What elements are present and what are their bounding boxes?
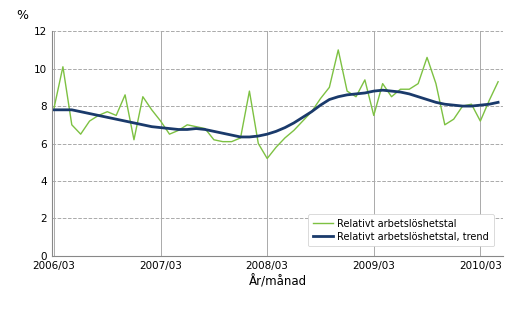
- Relativt arbetslöshetstal, trend: [495, 100, 501, 104]
- X-axis label: År/månad: År/månad: [249, 275, 307, 288]
- Relativt arbetslöshetstal: [51, 106, 57, 110]
- Line: Relativt arbetslöshetstal, trend: Relativt arbetslöshetstal, trend: [54, 90, 498, 137]
- Relativt arbetslöshetstal, trend: [51, 108, 57, 112]
- Relativt arbetslöshetstal, trend: [193, 127, 199, 130]
- Legend: Relativt arbetslöshetstal, Relativt arbetslöshetstal, trend: Relativt arbetslöshetstal, Relativt arbe…: [308, 214, 494, 246]
- Line: Relativt arbetslöshetstal: Relativt arbetslöshetstal: [54, 50, 498, 158]
- Relativt arbetslöshetstal, trend: [184, 128, 190, 131]
- Relativt arbetslöshetstal, trend: [379, 88, 386, 92]
- Relativt arbetslöshetstal, trend: [353, 92, 359, 96]
- Relativt arbetslöshetstal, trend: [388, 89, 394, 93]
- Text: %: %: [16, 9, 28, 22]
- Relativt arbetslöshetstal: [486, 99, 493, 102]
- Relativt arbetslöshetstal, trend: [237, 135, 243, 139]
- Relativt arbetslöshetstal: [264, 157, 270, 160]
- Relativt arbetslöshetstal: [193, 125, 199, 129]
- Relativt arbetslöshetstal: [335, 48, 342, 52]
- Relativt arbetslöshetstal: [362, 78, 368, 82]
- Relativt arbetslöshetstal, trend: [148, 125, 155, 129]
- Relativt arbetslöshetstal: [148, 108, 155, 112]
- Relativt arbetslöshetstal: [495, 80, 501, 84]
- Relativt arbetslöshetstal: [388, 95, 394, 99]
- Relativt arbetslöshetstal, trend: [486, 102, 493, 106]
- Relativt arbetslöshetstal: [184, 123, 190, 127]
